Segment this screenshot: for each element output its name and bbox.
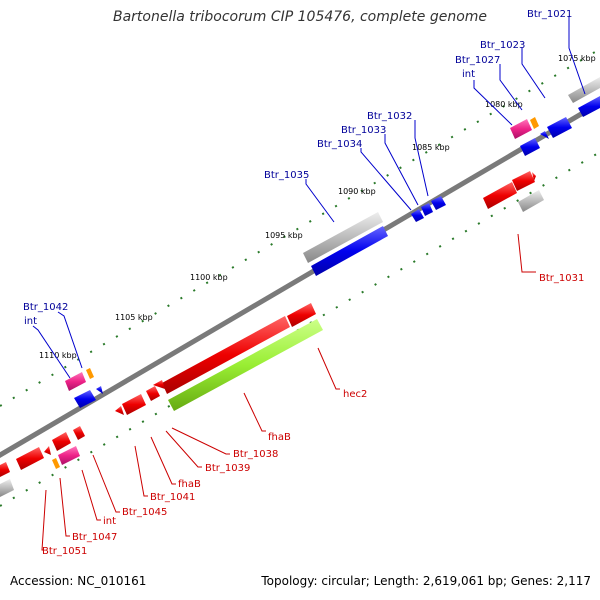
gene-label[interactable]: fhaB <box>178 479 201 490</box>
scale-labels: 1075 kbp 1080 kbp 1085 kbp 1090 kbp 1095… <box>39 54 596 360</box>
gene-label[interactable]: Btr_1023 <box>480 40 525 51</box>
forward-gene-labels: Btr_1021 Btr_1023 Btr_1027 int Btr_1032 … <box>23 9 572 327</box>
genome-backbone <box>0 100 600 458</box>
forward-strand-genes <box>65 77 600 408</box>
gene-btr-1023[interactable] <box>520 138 540 156</box>
forward-leader-lines <box>32 16 586 379</box>
gene-btr-1039b[interactable] <box>153 380 165 389</box>
gene-label[interactable]: int <box>24 316 37 327</box>
gene-btr-1031-rna[interactable] <box>518 190 544 212</box>
scale-label: 1075 kbp <box>558 54 596 63</box>
gene-btr-1023b[interactable] <box>540 131 549 139</box>
gene-label[interactable]: Btr_1033 <box>341 125 386 136</box>
gene-btr-1032[interactable] <box>431 196 446 210</box>
marker-1027[interactable] <box>530 117 539 129</box>
gene-btr-1035-rna[interactable] <box>303 212 383 263</box>
gene-btr-1047[interactable] <box>16 447 44 470</box>
gene-btr-1031c[interactable] <box>532 172 536 181</box>
genome-summary: Topology: circular; Length: 2,619,061 bp… <box>261 574 591 588</box>
gene-label[interactable]: Btr_1041 <box>150 492 195 503</box>
gene-btr-1031[interactable] <box>483 182 517 209</box>
gene-btr-1045-int[interactable] <box>58 446 80 465</box>
scale-label: 1090 kbp <box>338 187 376 196</box>
gene-btr-1045[interactable] <box>73 426 85 440</box>
gene-label[interactable]: Btr_1047 <box>72 532 117 543</box>
gene-btr-1041b[interactable] <box>115 406 124 415</box>
gene-label[interactable]: fhaB <box>268 432 291 443</box>
gene-label[interactable]: int <box>103 516 116 527</box>
gene-btr-1035[interactable] <box>311 226 388 276</box>
reverse-strand-genes <box>0 171 544 497</box>
gene-btr-1033[interactable] <box>421 203 433 216</box>
gene-fhab[interactable] <box>162 316 290 394</box>
gene-btr-1042b[interactable] <box>96 386 103 394</box>
gene-label[interactable]: Btr_1042 <box>23 302 68 313</box>
reverse-leader-lines <box>41 233 536 551</box>
gene-label[interactable]: Btr_1032 <box>367 111 412 122</box>
gene-btr-1041[interactable] <box>122 394 146 415</box>
scale-label: 1085 kbp <box>412 143 450 152</box>
gene-btr-1047b[interactable] <box>44 446 51 455</box>
gene-btr-1021[interactable] <box>578 96 600 117</box>
scale-label: 1105 kbp <box>115 313 153 322</box>
gene-btr-1039[interactable] <box>146 386 160 401</box>
reverse-gene-labels: Btr_1031 hec2 fhaB Btr_1038 Btr_1039 fha… <box>42 273 584 557</box>
gene-btr-1042-int[interactable] <box>65 372 86 391</box>
gene-label[interactable]: hec2 <box>343 389 367 400</box>
gene-btr-1042[interactable] <box>74 390 96 408</box>
gene-label[interactable]: Btr_1031 <box>539 273 584 284</box>
scale-label: 1110 kbp <box>39 351 77 360</box>
scale-label: 1080 kbp <box>485 100 523 109</box>
gene-btr-1031b[interactable] <box>512 171 535 191</box>
gene-label[interactable]: Btr_1051 <box>42 546 87 557</box>
gene-label[interactable]: Btr_1038 <box>233 449 278 460</box>
scale-label: 1100 kbp <box>190 273 228 282</box>
gene-label[interactable]: Btr_1035 <box>264 170 309 181</box>
gene-label[interactable]: Btr_1034 <box>317 139 362 150</box>
gene-btr-1051[interactable] <box>0 462 10 477</box>
gene-btr-1034[interactable] <box>411 209 424 222</box>
gene-btr-1024[interactable] <box>547 117 572 138</box>
gene-hec2[interactable] <box>168 319 323 411</box>
gene-btr-1045b[interactable] <box>52 432 71 451</box>
gene-label[interactable]: Btr_1039 <box>205 463 250 474</box>
gene-btr-1027-int[interactable] <box>510 119 532 139</box>
scale-label: 1095 kbp <box>265 231 303 240</box>
map-title: Bartonella tribocorum CIP 105476, comple… <box>112 9 488 25</box>
gene-btr-1051-rna[interactable] <box>0 479 14 497</box>
marker-1042[interactable] <box>86 368 94 379</box>
gene-label[interactable]: Btr_1027 <box>455 55 500 66</box>
gene-label[interactable]: Btr_1045 <box>122 507 167 518</box>
accession-info: Accession: NC_010161 <box>10 574 147 588</box>
gene-label[interactable]: int <box>462 69 475 80</box>
marker-1045[interactable] <box>52 458 60 469</box>
gene-label[interactable]: Btr_1021 <box>527 9 572 20</box>
gene-btr-1037[interactable] <box>287 303 316 327</box>
